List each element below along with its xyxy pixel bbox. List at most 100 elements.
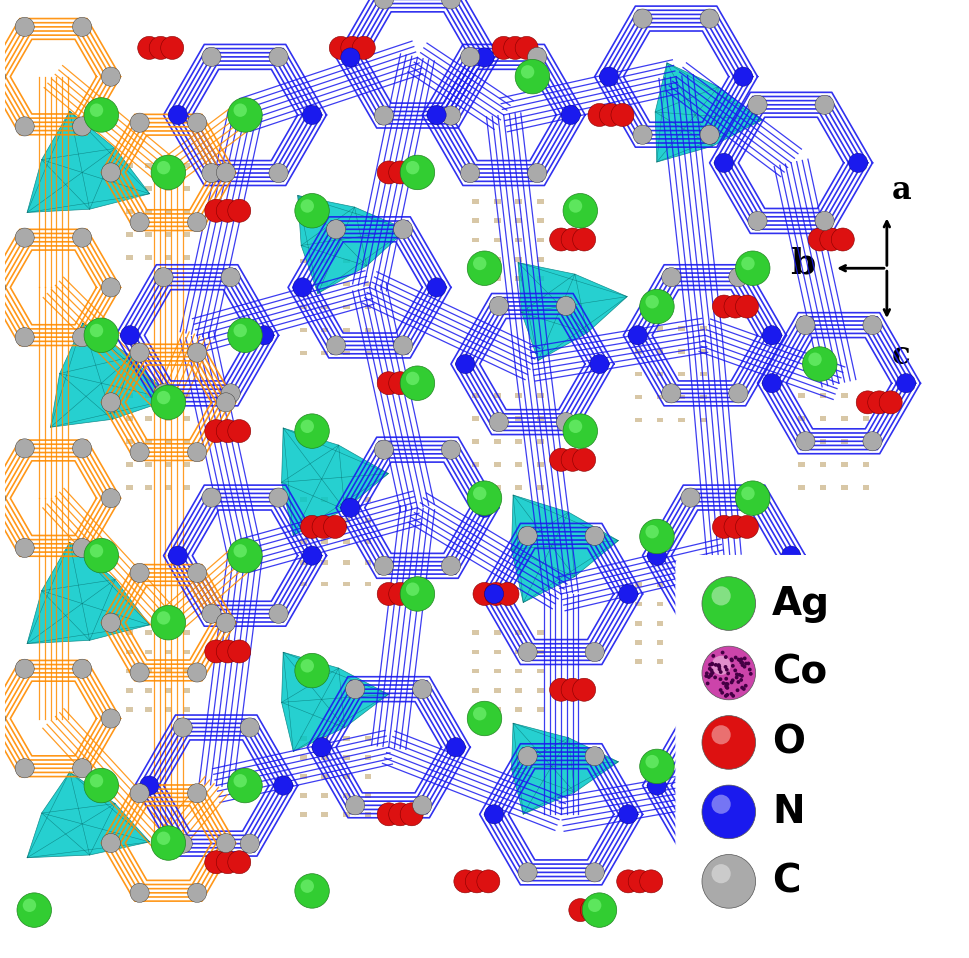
Polygon shape	[27, 542, 149, 644]
Bar	[657, 640, 664, 645]
Circle shape	[400, 161, 423, 184]
Circle shape	[120, 326, 140, 345]
Text: c: c	[891, 340, 911, 371]
Circle shape	[549, 448, 573, 471]
Circle shape	[748, 604, 767, 624]
Bar	[126, 650, 133, 654]
Circle shape	[90, 103, 104, 117]
Circle shape	[527, 164, 547, 183]
Circle shape	[269, 164, 288, 183]
Circle shape	[569, 420, 582, 433]
Circle shape	[234, 103, 247, 117]
Bar	[184, 688, 190, 693]
Circle shape	[645, 755, 659, 768]
Text: b: b	[790, 246, 815, 281]
Bar	[472, 238, 479, 242]
Circle shape	[300, 879, 314, 893]
Bar	[700, 659, 706, 664]
Text: Co: Co	[772, 654, 827, 692]
Circle shape	[228, 199, 251, 222]
Circle shape	[228, 98, 263, 132]
Bar	[364, 497, 371, 502]
Polygon shape	[655, 63, 762, 162]
Bar	[343, 518, 350, 523]
Circle shape	[808, 353, 822, 366]
Circle shape	[863, 315, 882, 334]
FancyBboxPatch shape	[676, 556, 969, 929]
Circle shape	[735, 736, 759, 759]
Bar	[494, 650, 501, 654]
Circle shape	[228, 538, 263, 573]
Bar	[678, 602, 685, 606]
Bar	[494, 257, 501, 262]
Circle shape	[151, 155, 186, 190]
Circle shape	[725, 693, 729, 696]
Bar	[299, 736, 306, 741]
Bar	[165, 650, 172, 654]
Circle shape	[749, 672, 753, 675]
Circle shape	[518, 526, 537, 545]
Circle shape	[389, 372, 412, 395]
Circle shape	[477, 870, 500, 893]
Bar	[322, 755, 328, 760]
Polygon shape	[512, 723, 618, 814]
Bar	[343, 582, 350, 586]
Circle shape	[716, 664, 720, 668]
Circle shape	[735, 295, 759, 318]
Bar	[798, 485, 804, 490]
Circle shape	[188, 213, 206, 232]
Circle shape	[84, 768, 118, 803]
Circle shape	[746, 662, 750, 666]
Circle shape	[647, 546, 667, 565]
Circle shape	[730, 658, 734, 662]
Circle shape	[702, 855, 756, 908]
Bar	[516, 276, 522, 281]
Circle shape	[662, 384, 681, 403]
Circle shape	[616, 870, 640, 893]
Bar	[165, 688, 172, 693]
Circle shape	[374, 557, 393, 576]
Circle shape	[216, 393, 235, 412]
Circle shape	[681, 604, 700, 624]
Bar	[657, 418, 664, 422]
Circle shape	[573, 228, 596, 251]
Circle shape	[735, 673, 738, 676]
Bar	[516, 439, 522, 444]
Bar	[700, 395, 706, 399]
Circle shape	[867, 611, 891, 634]
Text: N: N	[772, 793, 804, 831]
Circle shape	[739, 657, 743, 661]
Bar	[798, 416, 804, 421]
Circle shape	[329, 36, 353, 59]
Circle shape	[726, 672, 730, 675]
Bar	[516, 257, 522, 262]
Circle shape	[400, 577, 435, 611]
Bar	[165, 439, 172, 444]
Circle shape	[585, 526, 605, 545]
Circle shape	[744, 662, 748, 666]
Bar	[494, 218, 501, 223]
Circle shape	[460, 164, 480, 183]
Circle shape	[702, 716, 756, 769]
Circle shape	[442, 557, 460, 576]
Bar	[678, 349, 685, 354]
Circle shape	[228, 420, 251, 443]
Circle shape	[647, 776, 667, 795]
Bar	[145, 462, 152, 467]
Bar	[322, 497, 328, 502]
Circle shape	[518, 746, 537, 765]
Circle shape	[102, 67, 120, 86]
Bar	[472, 707, 479, 712]
Bar	[537, 650, 544, 654]
Bar	[184, 707, 190, 712]
Circle shape	[455, 354, 475, 374]
Bar	[516, 462, 522, 467]
Bar	[635, 395, 641, 399]
Circle shape	[377, 372, 400, 395]
Circle shape	[353, 36, 375, 59]
Circle shape	[563, 194, 598, 228]
Circle shape	[228, 318, 263, 353]
Circle shape	[400, 803, 423, 826]
Circle shape	[561, 678, 584, 701]
Bar	[537, 630, 544, 635]
